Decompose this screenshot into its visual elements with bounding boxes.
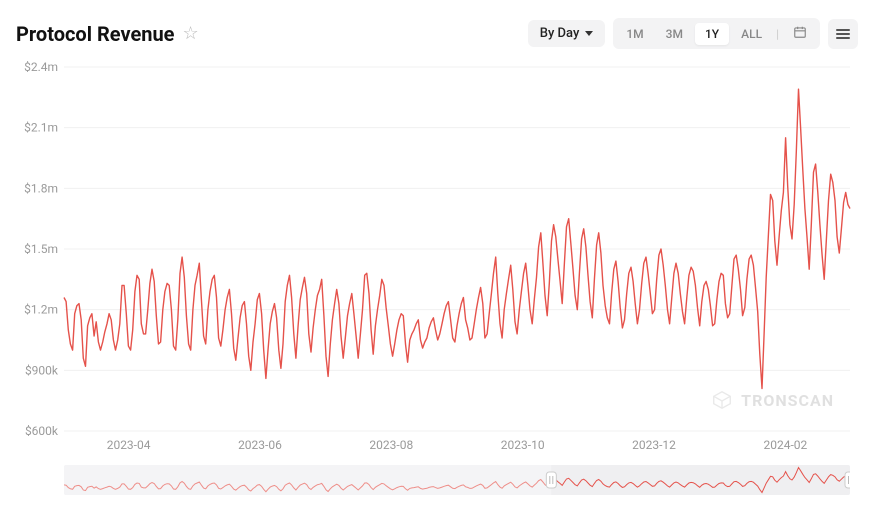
y-tick-label: $2.4m [24, 60, 58, 74]
brush-handle-left[interactable] [546, 472, 556, 488]
range-ALL[interactable]: ALL [731, 23, 772, 45]
range-divider: | [774, 27, 781, 41]
time-range-group: 1M3M1YALL| [613, 18, 820, 49]
hamburger-icon [836, 29, 850, 39]
chart-area: $600k $900k $1.2m $1.5m $1.8m $2.1m $2.4m 2023-… [0, 59, 874, 459]
y-tick-label: $600k [25, 424, 59, 438]
y-tick-label: $2.1m [24, 121, 58, 135]
x-tick-label: 2023-06 [238, 438, 282, 452]
page-title: Protocol Revenue [16, 22, 174, 46]
controls: By Day 1M3M1YALL| [528, 18, 858, 49]
calendar-icon [793, 25, 807, 39]
x-tick-label: 2023-10 [501, 438, 545, 452]
y-tick-label: $1.2m [24, 303, 58, 317]
x-tick-label: 2023-08 [369, 438, 413, 452]
brush-area [0, 459, 874, 505]
range-1Y[interactable]: 1Y [695, 23, 729, 45]
dropdown-label: By Day [540, 26, 580, 41]
brush-handle-right[interactable] [845, 472, 850, 488]
brush-navigator[interactable] [64, 465, 850, 495]
favorite-star-icon[interactable]: ☆ [182, 23, 198, 44]
y-tick-label: $1.5m [24, 242, 58, 256]
title-wrap: Protocol Revenue ☆ [16, 22, 199, 46]
menu-button[interactable] [828, 19, 858, 49]
range-1M[interactable]: 1M [616, 23, 653, 45]
revenue-line [64, 89, 850, 388]
revenue-line-chart[interactable]: $600k $900k $1.2m $1.5m $1.8m $2.1m $2.4m 2023-… [16, 59, 858, 459]
header: Protocol Revenue ☆ By Day 1M3M1YALL| [0, 0, 874, 59]
y-tick-label: $1.8m [24, 181, 58, 195]
y-tick-label: $900k [25, 363, 59, 377]
calendar-button[interactable] [783, 21, 817, 46]
x-tick-label: 2023-12 [632, 438, 676, 452]
x-tick-label: 2023-04 [107, 438, 151, 452]
range-3M[interactable]: 3M [656, 23, 693, 45]
granularity-dropdown[interactable]: By Day [528, 20, 606, 47]
x-tick-label: 2024-02 [764, 438, 808, 452]
chevron-down-icon [585, 31, 593, 36]
